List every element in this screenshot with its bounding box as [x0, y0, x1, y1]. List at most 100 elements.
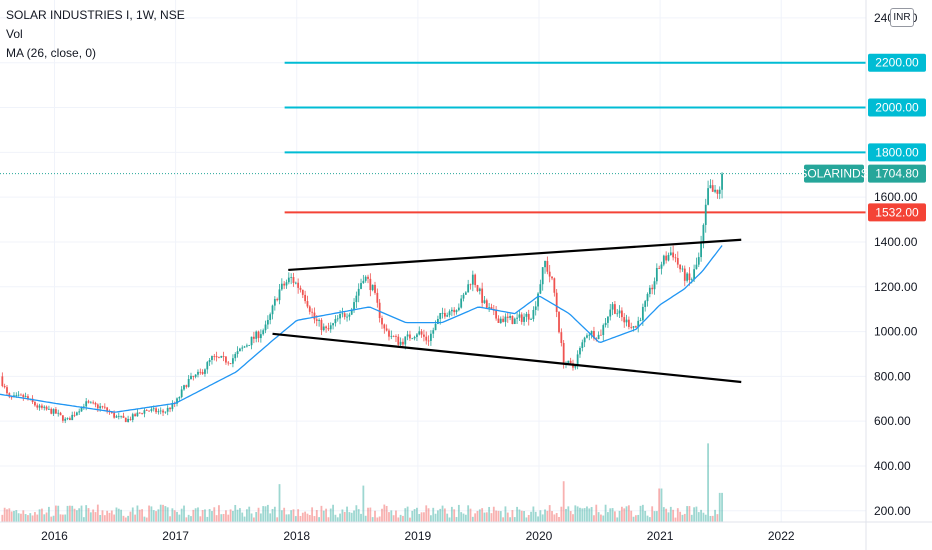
- candle-body: [544, 260, 546, 268]
- volume-bar: [660, 488, 663, 522]
- volume-bar: [662, 507, 665, 522]
- volume-bar: [460, 512, 463, 522]
- volume-bar: [211, 511, 213, 522]
- candle-body: [110, 412, 113, 414]
- volume-bar: [572, 514, 574, 522]
- volume-bar: [539, 510, 542, 522]
- candle-body: [266, 319, 269, 325]
- volume-bar: [136, 505, 139, 522]
- candle-body: [162, 410, 164, 413]
- candle-body: [462, 294, 465, 299]
- candle-body: [243, 346, 246, 348]
- volume-bar: [43, 514, 46, 522]
- candle-body: [607, 316, 609, 323]
- volume-bar: [583, 508, 586, 522]
- candle-body: [367, 276, 369, 279]
- x-tick-label: 2022: [768, 529, 795, 543]
- volume-bar: [157, 509, 160, 522]
- candle-body: [273, 299, 276, 306]
- candle-body: [313, 312, 316, 320]
- volume-bar: [241, 512, 244, 522]
- candle-body: [700, 243, 702, 258]
- candle-body: [681, 268, 684, 270]
- volume-bar: [406, 506, 409, 522]
- volume-indicator-label[interactable]: Vol: [6, 27, 23, 41]
- candle-body: [618, 310, 621, 314]
- volume-bar: [68, 505, 71, 522]
- volume-bar: [397, 517, 400, 522]
- candle-body: [255, 331, 258, 339]
- candle-body: [148, 410, 150, 412]
- volume-bar: [306, 513, 309, 522]
- candle-body: [75, 412, 78, 416]
- volume-bar: [523, 511, 525, 522]
- volume-bar: [369, 507, 372, 522]
- volume-bar: [106, 510, 109, 522]
- currency-button[interactable]: INR: [890, 8, 914, 27]
- candle-body: [718, 189, 721, 194]
- candle-body: [157, 411, 160, 413]
- candle-body: [222, 356, 225, 357]
- volume-bar: [574, 505, 577, 522]
- volume-bar: [707, 443, 709, 522]
- candle-body: [276, 299, 279, 301]
- volume-bar: [194, 508, 197, 522]
- volume-bar: [632, 516, 635, 522]
- candle-body: [22, 394, 25, 398]
- candle-body: [215, 356, 218, 358]
- volume-bar: [304, 511, 307, 522]
- volume-bar: [716, 514, 719, 522]
- volume-bar: [488, 506, 491, 522]
- candle-body: [551, 276, 553, 279]
- volume-bar: [162, 504, 164, 522]
- volume-bar: [10, 511, 13, 522]
- candle-body: [439, 313, 442, 319]
- candle-body: [308, 306, 311, 312]
- candle-body: [55, 409, 57, 414]
- candle-body: [471, 274, 474, 285]
- volume-bar: [78, 508, 81, 522]
- volume-bar: [360, 513, 362, 522]
- volume-bar: [672, 509, 675, 522]
- candle-body: [15, 394, 18, 396]
- volume-bar: [129, 511, 132, 522]
- candle-body: [376, 292, 379, 303]
- volume-bar: [127, 515, 130, 522]
- candle-body: [676, 258, 679, 265]
- volume-bar: [339, 513, 341, 522]
- volume-bar: [3, 507, 6, 522]
- candle-body: [245, 345, 248, 347]
- volume-bar: [297, 509, 300, 522]
- price-axis[interactable]: 200.00 400.00 600.00 800.00 1000.00 1200.00 14…: [865, 0, 918, 550]
- volume-bar: [516, 506, 518, 522]
- volume-bar: [525, 517, 528, 522]
- candle-body: [721, 173, 723, 190]
- symbol-tag: [804, 164, 864, 183]
- candle-body: [334, 319, 337, 324]
- volume-bar: [120, 509, 123, 522]
- volume-bar: [702, 512, 705, 522]
- candle-body: [432, 330, 435, 334]
- candle-body: [183, 385, 185, 390]
- y-tick-label: 1200.00: [874, 280, 918, 294]
- volume-bar: [287, 514, 290, 522]
- volume-bar: [92, 509, 95, 522]
- ma-indicator-label[interactable]: MA (26, close, 0): [6, 46, 97, 60]
- volume-bar: [17, 513, 20, 522]
- volume-bar: [250, 513, 253, 522]
- candle-body: [450, 309, 453, 312]
- volume-bar: [485, 512, 488, 522]
- volume-bar: [655, 511, 658, 522]
- volume-bar: [627, 505, 630, 522]
- candle-body: [637, 320, 640, 328]
- volume-bar: [234, 504, 237, 522]
- volume-bar: [6, 509, 8, 522]
- volume-bar: [423, 512, 425, 522]
- x-tick-label: 2020: [526, 529, 553, 543]
- symbol-title[interactable]: SOLAR INDUSTRIES I, 1W, NSE: [6, 8, 185, 22]
- candle-body: [434, 323, 437, 331]
- volume-bar: [641, 504, 644, 522]
- candle-body: [176, 398, 178, 404]
- time-axis[interactable]: 2016 2017 2018 2019 2020 2021 2022: [0, 521, 932, 543]
